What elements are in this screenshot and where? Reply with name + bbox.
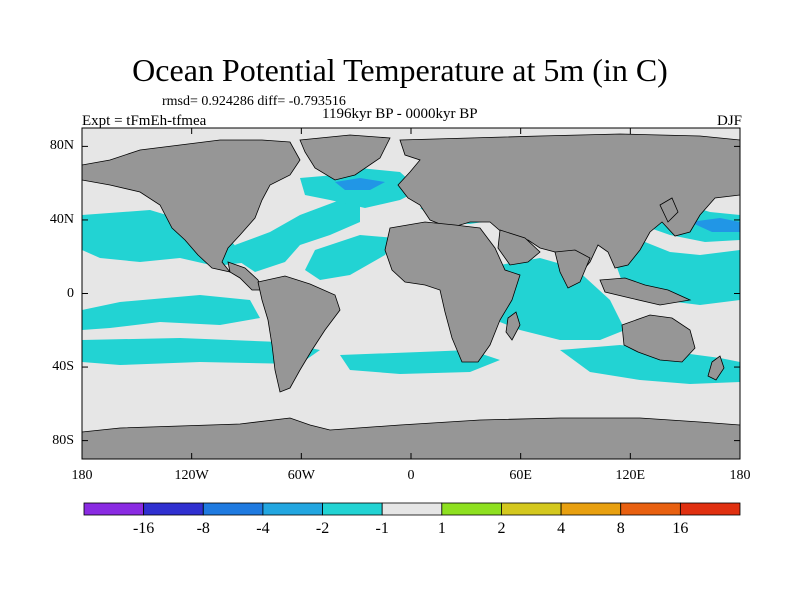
tropical-atlantic-anomaly <box>305 235 395 280</box>
lon-label: 180 <box>71 468 93 483</box>
lon-label: 60W <box>287 468 315 483</box>
kuroshio-strong-anomaly <box>690 218 740 232</box>
colorbar-label: -4 <box>256 520 270 537</box>
colorbar-segment <box>262 502 323 516</box>
australia <box>621 314 696 363</box>
north-america <box>82 139 301 273</box>
map-area <box>82 128 740 459</box>
madagascar <box>505 311 521 341</box>
lat-label: 40N <box>49 211 74 227</box>
antarctica <box>82 417 740 459</box>
labrador-strong-anomaly <box>335 178 385 190</box>
colorbar-segment <box>441 502 502 516</box>
colorbar-label: -2 <box>315 520 330 537</box>
colorbar-label: -16 <box>132 520 155 537</box>
lon-label: 0 <box>407 468 415 483</box>
colorbar-label: 4 <box>557 520 566 537</box>
lon-label: 120E <box>615 468 646 483</box>
experiment-label: Expt = tFmEh-tfmea <box>82 113 207 129</box>
colorbar-label: -1 <box>375 520 389 537</box>
southeast-asia-islands <box>599 277 692 306</box>
colorbar-label: -8 <box>196 520 210 537</box>
colorbar-label: 8 <box>616 520 625 537</box>
colorbar-label: 2 <box>497 520 506 537</box>
lat-label: 0 <box>67 285 74 301</box>
gulf-stream-anomaly <box>235 200 360 272</box>
axis-ticks <box>81 128 741 459</box>
chart-title: Ocean Potential Temperature at 5m (in C) <box>132 52 668 88</box>
central-america <box>227 261 263 291</box>
colorbar-segment <box>143 502 204 516</box>
indian-ocean-anomaly <box>490 258 625 340</box>
south-america <box>257 275 341 393</box>
lon-label: 180 <box>729 468 751 483</box>
lat-label: 80N <box>49 138 74 154</box>
period-label: 1196kyr BP - 0000kyr BP <box>322 106 478 122</box>
colorbar-segment <box>83 502 145 516</box>
colorbar-segment <box>620 502 681 516</box>
lat-label: 40S <box>52 359 74 375</box>
colorbar-segment <box>381 502 443 516</box>
eurasia <box>397 133 740 281</box>
south-indian-anomaly <box>560 345 740 384</box>
colorbar-label: 16 <box>672 520 689 537</box>
lat-label: 80S <box>52 432 74 448</box>
greenland <box>299 134 391 181</box>
stats-line: rmsd= 0.924286 diff= -0.793516 <box>162 94 346 109</box>
east-pacific-anomaly <box>82 295 260 330</box>
lon-label: 60E <box>509 468 532 483</box>
colorbar-segment <box>322 502 383 516</box>
new-zealand <box>707 355 725 381</box>
colorbar-segment <box>501 502 562 516</box>
india <box>554 249 591 289</box>
land <box>82 133 740 459</box>
africa <box>384 221 521 363</box>
colorbar-label: 1 <box>437 520 446 537</box>
lon-label: 120W <box>174 468 209 483</box>
colorbar-segment <box>679 502 741 516</box>
season-label: DJF <box>716 113 742 129</box>
colorbar <box>83 502 741 516</box>
colorbar-segment <box>202 502 264 516</box>
colorbar-segment <box>560 502 622 516</box>
arabia <box>497 229 541 266</box>
southern-ocean-anomaly <box>82 338 320 365</box>
japan <box>659 197 679 223</box>
